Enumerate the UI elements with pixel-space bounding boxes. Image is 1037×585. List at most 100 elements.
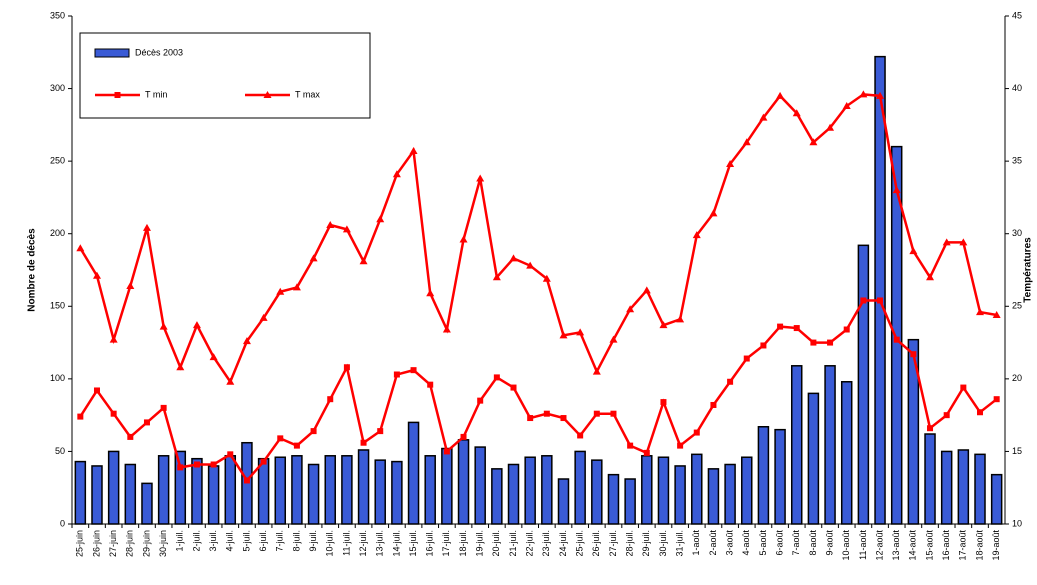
marker	[960, 384, 967, 391]
x-tick-label: 16-juil.	[425, 530, 435, 557]
marker	[243, 477, 250, 484]
marker	[127, 433, 134, 440]
x-tick-label: 13-juil.	[375, 530, 385, 557]
x-tick-label: 22-juil.	[525, 530, 535, 557]
marker	[159, 322, 168, 330]
marker	[810, 339, 817, 346]
x-tick-label: 19-août	[991, 530, 1001, 561]
bar	[341, 455, 353, 525]
x-tick-label: 14-juil.	[391, 530, 401, 557]
x-tick-label: 26-juil.	[591, 530, 601, 557]
marker	[527, 415, 534, 422]
marker	[110, 410, 117, 417]
marker	[392, 170, 401, 178]
bar	[324, 455, 336, 525]
x-tick-label: 15-août	[924, 530, 934, 561]
x-tick-label: 3-juil.	[208, 530, 218, 552]
marker	[760, 342, 767, 349]
marker	[492, 273, 501, 281]
marker	[543, 410, 550, 417]
marker	[309, 254, 318, 262]
x-tick-label: 27-juin	[108, 530, 118, 557]
marker	[259, 313, 268, 321]
legend-label: T min	[145, 89, 167, 99]
x-tick-label: 8-août	[808, 530, 818, 556]
y2-tick-label: 25	[1012, 301, 1022, 311]
marker	[660, 399, 667, 406]
x-tick-label: 23-juil.	[541, 530, 551, 557]
marker	[176, 363, 185, 371]
x-tick-label: 10-août	[841, 530, 851, 561]
bar	[74, 460, 87, 525]
marker	[877, 297, 884, 304]
x-tick-label: 24-juil.	[558, 530, 568, 557]
x-tick-label: 14-août	[908, 530, 918, 561]
bar	[890, 145, 903, 525]
bar	[441, 447, 453, 525]
x-tick-label: 3-août	[724, 530, 734, 556]
bar	[790, 365, 803, 525]
x-tick-label: 28-juin	[125, 530, 135, 557]
marker	[509, 254, 518, 262]
x-tick-label: 27-juil.	[608, 530, 618, 557]
x-tick-label: 12-juil.	[358, 530, 368, 557]
bar	[157, 455, 170, 525]
marker	[126, 281, 135, 289]
marker	[260, 458, 267, 465]
bar	[291, 455, 303, 525]
marker	[560, 415, 567, 422]
x-tick-label: 6-août	[774, 530, 784, 556]
bar	[724, 463, 736, 525]
bar	[924, 433, 936, 525]
legend-label: Décès 2003	[135, 47, 183, 57]
marker	[609, 335, 618, 343]
y2-tick-label: 40	[1012, 83, 1022, 93]
marker	[226, 377, 235, 385]
marker	[992, 310, 1001, 318]
marker	[759, 113, 768, 121]
bar	[607, 473, 620, 525]
marker	[876, 91, 885, 99]
x-tick-label: 15-juil.	[408, 530, 418, 557]
marker	[210, 461, 217, 468]
y-tick-label: 300	[50, 83, 65, 93]
bar	[741, 456, 753, 525]
marker	[776, 91, 785, 99]
marker	[643, 449, 650, 456]
x-tick-label: 2-juil.	[191, 530, 201, 552]
bar	[124, 463, 137, 525]
x-tick-label: 18-août	[974, 530, 984, 561]
x-tick-label: 11-juil.	[341, 530, 351, 556]
y2-tick-label: 30	[1012, 228, 1022, 238]
bar	[374, 459, 386, 525]
marker	[710, 401, 717, 408]
marker	[410, 367, 417, 374]
x-tick-label: 1-août	[691, 530, 701, 556]
x-tick-label: 10-juil.	[325, 530, 335, 557]
bar	[107, 450, 120, 525]
marker	[359, 257, 368, 265]
marker	[593, 410, 600, 417]
bar	[257, 457, 270, 525]
x-tick-label: 12-août	[874, 530, 884, 561]
y-tick-label: 50	[55, 446, 65, 456]
marker	[777, 323, 784, 330]
x-tick-label: 9-août	[824, 530, 834, 556]
marker	[493, 374, 500, 381]
marker	[743, 355, 750, 362]
x-tick-label: 28-juil.	[625, 530, 635, 557]
marker	[843, 326, 850, 333]
marker	[827, 339, 834, 346]
marker	[642, 286, 651, 294]
x-tick-label: 25-juin	[75, 530, 85, 557]
bar	[91, 465, 103, 525]
marker	[693, 429, 700, 436]
marker	[927, 425, 934, 432]
marker	[993, 396, 1000, 403]
marker	[277, 435, 284, 442]
marker	[942, 238, 951, 246]
y2-tick-label: 10	[1012, 518, 1022, 528]
marker	[559, 331, 568, 339]
marker	[193, 461, 200, 468]
